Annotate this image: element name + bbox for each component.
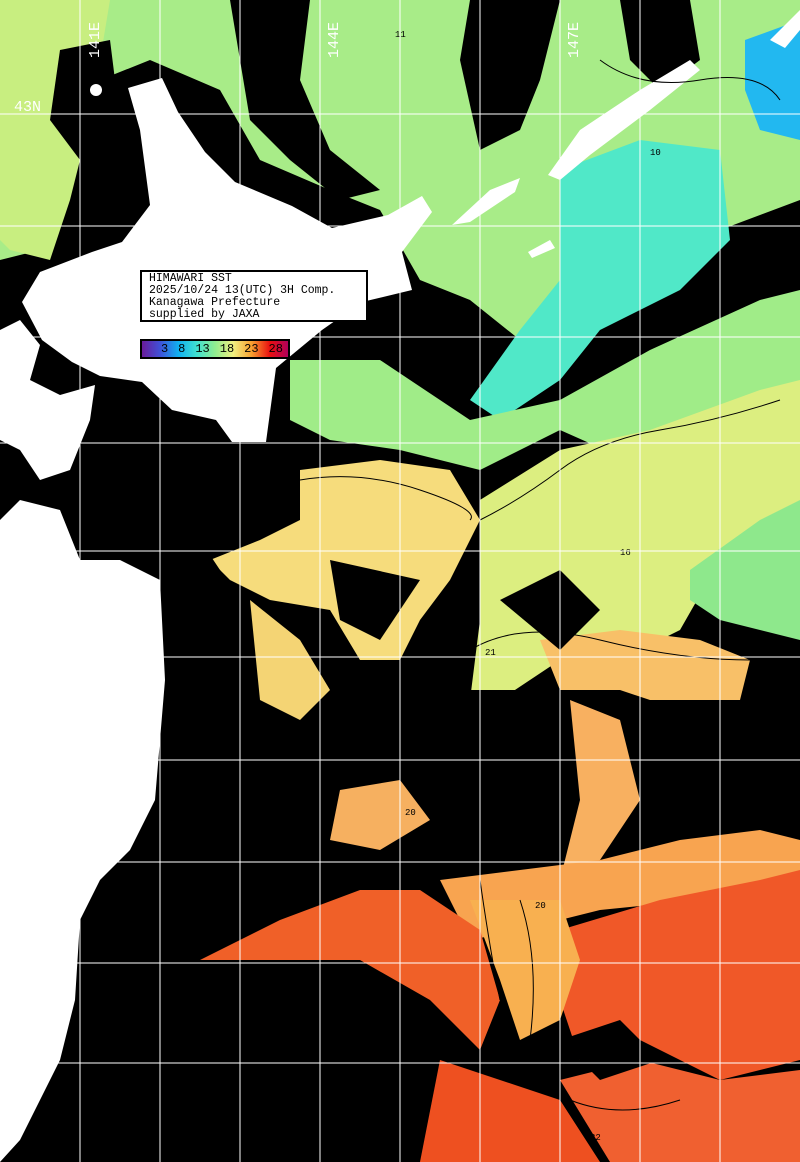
info-box: HIMAWARI SST 2025/10/24 13(UTC) 3H Comp.…: [140, 270, 368, 322]
legend-tick: 18: [219, 342, 235, 356]
color-scale-legend: 3 8 13 18 23 28: [140, 339, 290, 359]
land-kuril-1: [548, 60, 700, 180]
sst-orange-mid: [540, 630, 750, 710]
contour-label: 20: [405, 808, 416, 818]
legend-tick: 13: [195, 342, 210, 356]
isotherm-contours: [299, 59, 781, 1111]
sst-orange-patch: [330, 780, 430, 850]
contour-label: 20: [535, 901, 546, 911]
land: [0, 10, 800, 1162]
land-rishiri: [90, 84, 102, 96]
sst-red-band: [200, 890, 500, 1050]
land-hokkaido: [22, 78, 432, 442]
legend-tick: 8: [178, 342, 186, 356]
land-kuril-3: [528, 240, 555, 258]
graticule-labels: 141E 144E 147E 43N: [14, 22, 583, 116]
provider-prefecture: Kanagawa Prefecture: [149, 296, 281, 309]
sst-blue-ne: [745, 20, 800, 140]
land-oshima: [0, 320, 95, 480]
sst-cyan-band: [470, 140, 730, 420]
product-title: HIMAWARI SST: [149, 272, 232, 285]
sst-red-southeast: [560, 1060, 800, 1162]
data-supplier: supplied by JAXA: [149, 308, 260, 321]
legend-tick: 3: [160, 342, 169, 356]
contour-label: 22: [590, 1133, 601, 1143]
sst-red-south: [420, 1060, 600, 1162]
land-honshu: [0, 500, 165, 1162]
lon-label-147e: 147E: [566, 22, 583, 58]
land-kuril-4: [770, 10, 800, 48]
contour-label: 21: [485, 648, 496, 658]
legend-tick: 23: [244, 342, 259, 356]
observation-time: 2025/10/24 13(UTC) 3H Comp.: [149, 284, 336, 297]
sst-orange-center: [470, 900, 580, 1040]
sst-orange-south: [560, 700, 640, 880]
sst-yellow-west: [250, 600, 330, 720]
contour-label: 10: [650, 148, 661, 158]
land-kuril-2: [452, 178, 520, 225]
sst-green-east: [690, 500, 800, 640]
contour-label: 16: [620, 548, 631, 558]
lat-label-43n: 43N: [14, 99, 41, 116]
sst-yellow-center: [210, 460, 480, 660]
lon-label-141e: 141E: [87, 22, 104, 58]
lon-label-144e: 144E: [326, 22, 343, 58]
legend-tick: 28: [268, 342, 283, 356]
